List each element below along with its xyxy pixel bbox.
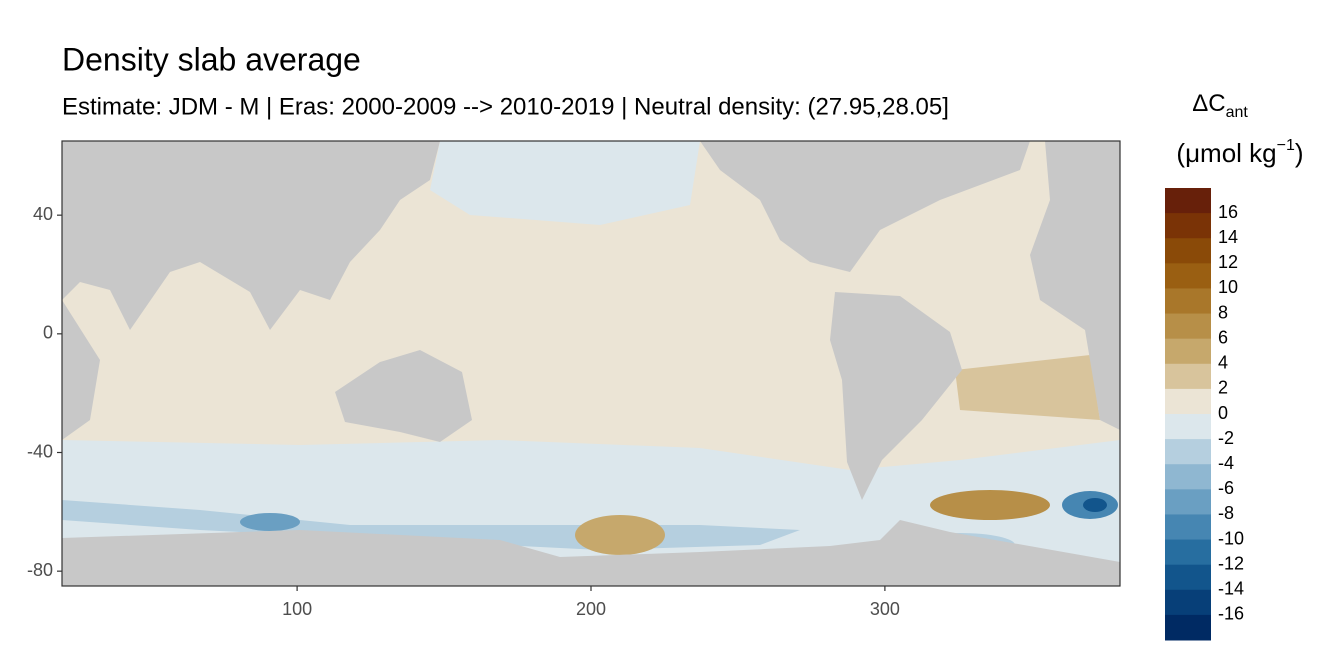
y-tick-label: 40 [33, 204, 53, 224]
y-tick-label: -80 [27, 560, 53, 580]
legend-swatch [1165, 338, 1211, 365]
legend-swatch [1165, 263, 1211, 289]
x-tick-label: 300 [870, 599, 900, 619]
legend-label: 6 [1218, 327, 1228, 347]
legend-label: 0 [1218, 403, 1228, 423]
y-tick-label: 0 [43, 323, 53, 343]
legend-swatch [1165, 238, 1211, 264]
land [1030, 141, 1120, 430]
legend-swatch [1165, 363, 1211, 390]
legend-label: 8 [1218, 302, 1228, 322]
legend-title: ΔCant [1192, 90, 1248, 121]
legend-swatch [1165, 388, 1211, 415]
legend-label: 4 [1218, 353, 1228, 373]
land [335, 350, 472, 442]
legend-title-main: ΔC [1192, 90, 1225, 117]
legend-label: -2 [1218, 428, 1234, 448]
legend-label: 10 [1218, 277, 1238, 297]
land [62, 300, 100, 440]
x-tick-label: 100 [282, 599, 312, 619]
legend-unit: (μmol kg−1) [1176, 137, 1303, 168]
x-tick-label: 200 [576, 599, 606, 619]
legend-label: 16 [1218, 202, 1238, 222]
chart-title: Density slab average [62, 41, 361, 77]
ocean-region [930, 490, 1050, 520]
ocean-region [955, 355, 1100, 420]
legend-unit-close: ) [1295, 138, 1304, 168]
ocean-region [430, 141, 700, 225]
ocean-region [575, 515, 665, 555]
legend-label: -10 [1218, 528, 1244, 548]
legend-label: -4 [1218, 453, 1234, 473]
legend-swatch [1165, 213, 1211, 239]
legend-swatch [1165, 188, 1211, 214]
legend-label: -6 [1218, 478, 1234, 498]
land [62, 141, 440, 330]
legend-swatch [1165, 288, 1211, 315]
legend-swatch [1165, 439, 1211, 465]
map-field [62, 141, 1120, 586]
legend-swatch [1165, 589, 1211, 616]
map-panel [61, 140, 1121, 587]
legend-swatch [1165, 564, 1211, 591]
legend-swatch [1165, 489, 1211, 515]
legend-swatch [1165, 313, 1211, 340]
legend-label: 2 [1218, 378, 1228, 398]
legend-swatch [1165, 539, 1211, 566]
legend-label: -12 [1218, 553, 1244, 573]
legend-label: -14 [1218, 579, 1244, 599]
ocean-region [1083, 498, 1107, 512]
legend-label: 12 [1218, 252, 1238, 272]
ocean-region [240, 513, 300, 531]
legend-label: 14 [1218, 227, 1238, 247]
y-tick-label: -40 [27, 441, 53, 461]
legend-unit-main: (μmol kg [1176, 138, 1276, 168]
land [700, 141, 1030, 272]
legend-title-sub: ant [1226, 104, 1249, 121]
legend-label: -8 [1218, 503, 1234, 523]
legend-swatch [1165, 414, 1211, 440]
legend-swatch [1165, 614, 1211, 641]
land [830, 292, 962, 500]
legend-swatch [1165, 514, 1211, 541]
legend-swatch [1165, 464, 1211, 490]
land [62, 520, 1120, 586]
legend-unit-sup: −1 [1277, 137, 1295, 154]
legend-label: -16 [1218, 604, 1244, 624]
chart-subtitle: Estimate: JDM - M | Eras: 2000-2009 --> … [62, 93, 949, 120]
